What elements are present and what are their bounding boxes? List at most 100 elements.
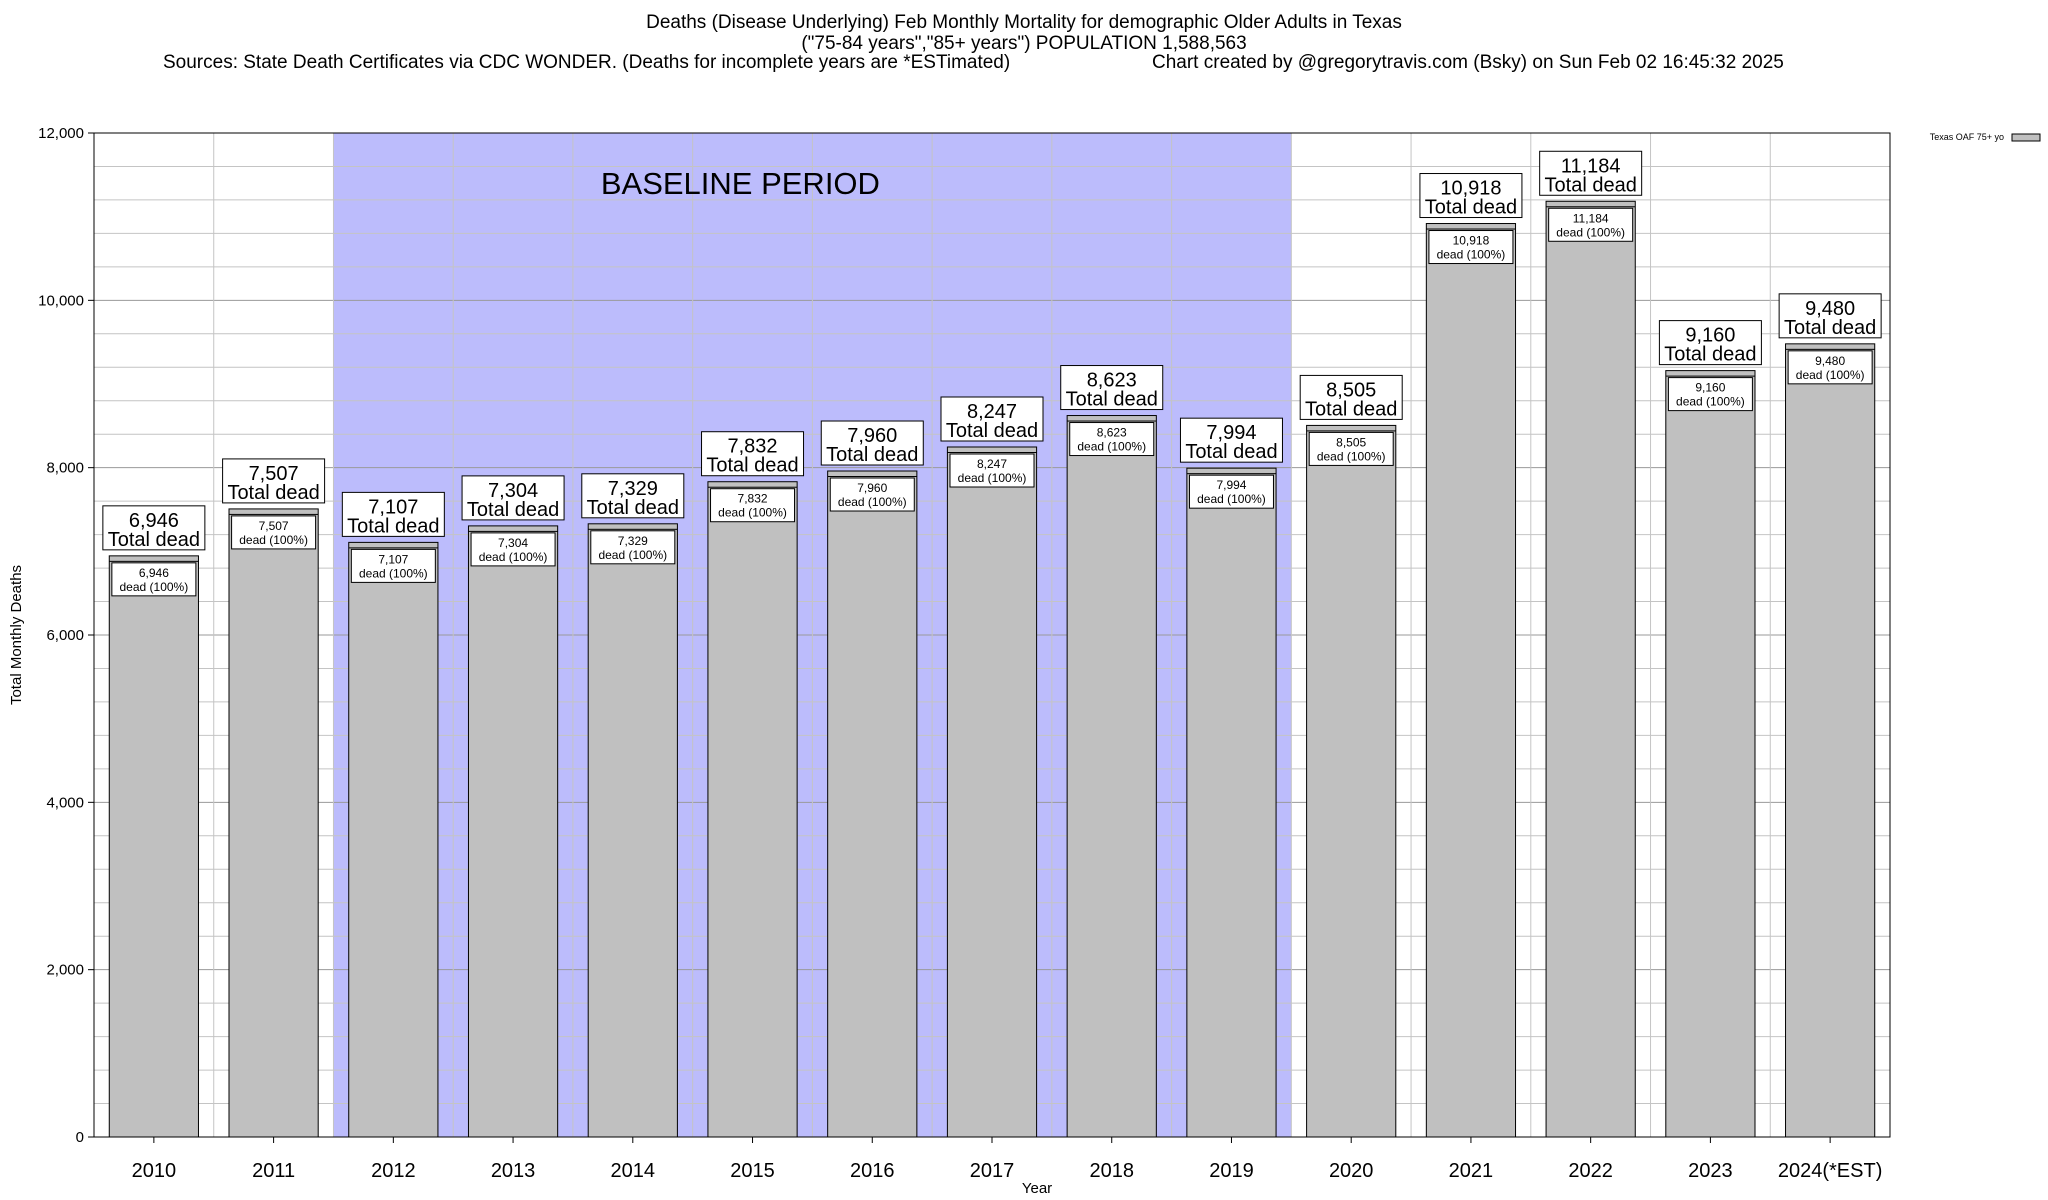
total-dead-label: Total dead <box>946 420 1038 442</box>
chart-credit: Chart created by @gregorytravis.com (Bsk… <box>1152 52 1784 73</box>
bar <box>1066 415 1157 1138</box>
bar-cap-line <box>1665 375 1756 377</box>
inner-value-label: 7,832 <box>738 492 768 506</box>
chart-title-block: Deaths (Disease Underlying) Feb Monthly … <box>0 12 2048 54</box>
inner-dead-label: dead (100%) <box>838 495 907 509</box>
inner-value-label: 7,507 <box>259 519 289 533</box>
inner-value-label: 8,623 <box>1097 426 1127 440</box>
total-label-box <box>341 491 445 537</box>
x-tick-label: 2023 <box>1688 1160 1733 1182</box>
inner-value-label: 7,994 <box>1216 478 1246 492</box>
inner-label-box <box>1069 422 1155 457</box>
y-tick-label: 0 <box>76 1129 84 1146</box>
bar <box>587 523 678 1138</box>
total-dead-label: Total dead <box>1664 344 1756 366</box>
total-value-label: 8,505 <box>1326 379 1376 401</box>
y-axis-label: Total Monthly Deaths <box>8 565 25 705</box>
total-dead-label: Total dead <box>1185 441 1277 463</box>
inner-dead-label: dead (100%) <box>359 566 428 580</box>
x-axis-label: Year <box>1022 1180 1052 1197</box>
inner-value-label: 11,184 <box>1573 211 1609 225</box>
total-value-label: 11,184 <box>1561 155 1621 177</box>
total-dead-label: Total dead <box>1784 317 1876 339</box>
inner-value-label: 7,107 <box>378 552 408 566</box>
total-value-label: 9,480 <box>1805 298 1855 320</box>
total-dead-label: Total dead <box>1425 197 1517 219</box>
inner-label-box <box>231 515 317 550</box>
x-tick-label: 2011 <box>252 1160 295 1182</box>
bar <box>1306 424 1397 1138</box>
bar <box>467 525 559 1138</box>
bar-cap-line <box>947 452 1037 454</box>
total-label-box <box>1179 417 1283 463</box>
bar-cap-line <box>1785 348 1875 350</box>
y-tick-label: 4,000 <box>46 794 84 811</box>
bar-cap-line <box>1067 420 1157 422</box>
legend: Texas OAF 75+ yo <box>1930 132 2041 142</box>
y-tick-label: 8,000 <box>46 460 84 477</box>
y-tick-label: 10,000 <box>38 292 84 309</box>
total-label-box <box>102 505 206 551</box>
total-value-label: 7,832 <box>728 436 778 458</box>
inner-label-box <box>1188 474 1274 509</box>
inner-value-label: 10,918 <box>1453 234 1490 248</box>
inner-value-label: 7,960 <box>857 481 887 495</box>
total-value-label: 7,329 <box>608 478 658 500</box>
inner-label-box <box>1667 377 1753 412</box>
total-dead-label: Total dead <box>826 444 918 466</box>
inner-dead-label: dead (100%) <box>718 506 787 520</box>
total-label-box <box>222 458 326 504</box>
x-tick-label: 2021 <box>1449 1160 1494 1182</box>
total-value-label: 10,918 <box>1440 178 1501 200</box>
bar <box>946 446 1038 1138</box>
total-dead-label: Total dead <box>1545 174 1637 196</box>
total-label-box <box>1658 320 1762 366</box>
bar <box>108 555 199 1138</box>
x-tick-label: 2024(*EST) <box>1778 1160 1883 1182</box>
bar-cap-line <box>1306 430 1396 432</box>
x-tick-label: 2013 <box>491 1160 536 1182</box>
total-label-box <box>1060 365 1164 411</box>
inner-value-label: 8,247 <box>977 457 1007 471</box>
chart-subtitle: ("75-84 years","85+ years") POPULATION 1… <box>801 33 1247 54</box>
inner-value-label: 7,304 <box>498 536 528 550</box>
bar-cap-line <box>109 560 199 562</box>
inner-dead-label: dead (100%) <box>1317 449 1386 463</box>
bar <box>1545 200 1636 1138</box>
inner-value-label: 7,329 <box>618 534 648 548</box>
inner-dead-label: dead (100%) <box>120 580 189 594</box>
total-dead-label: Total dead <box>467 499 559 521</box>
inner-dead-label: dead (100%) <box>1796 368 1865 382</box>
bar <box>707 481 798 1138</box>
bar <box>348 541 439 1138</box>
legend-swatch <box>2011 133 2041 142</box>
inner-value-label: 8,505 <box>1336 435 1366 449</box>
bar-cap-line <box>228 513 319 515</box>
inner-dead-label: dead (100%) <box>239 533 308 547</box>
bar-cap-line <box>827 476 917 478</box>
baseline-period-label: BASELINE PERIOD <box>601 166 880 201</box>
total-dead-label: Total dead <box>227 482 319 504</box>
total-label-box <box>1299 374 1403 420</box>
chart-sources: Sources: State Death Certificates via CD… <box>163 52 1011 73</box>
total-label-box <box>461 475 565 521</box>
inner-dead-label: dead (100%) <box>1676 395 1745 409</box>
total-value-label: 6,946 <box>129 510 179 532</box>
inner-label-box <box>350 548 436 583</box>
inner-value-label: 9,480 <box>1815 354 1845 368</box>
total-value-label: 8,247 <box>967 401 1017 423</box>
x-tick-label: 2020 <box>1329 1160 1374 1182</box>
bar-cap-line <box>1426 228 1516 230</box>
inner-value-label: 6,946 <box>139 566 169 580</box>
inner-dead-label: dead (100%) <box>479 550 548 564</box>
total-value-label: 9,160 <box>1685 325 1735 347</box>
